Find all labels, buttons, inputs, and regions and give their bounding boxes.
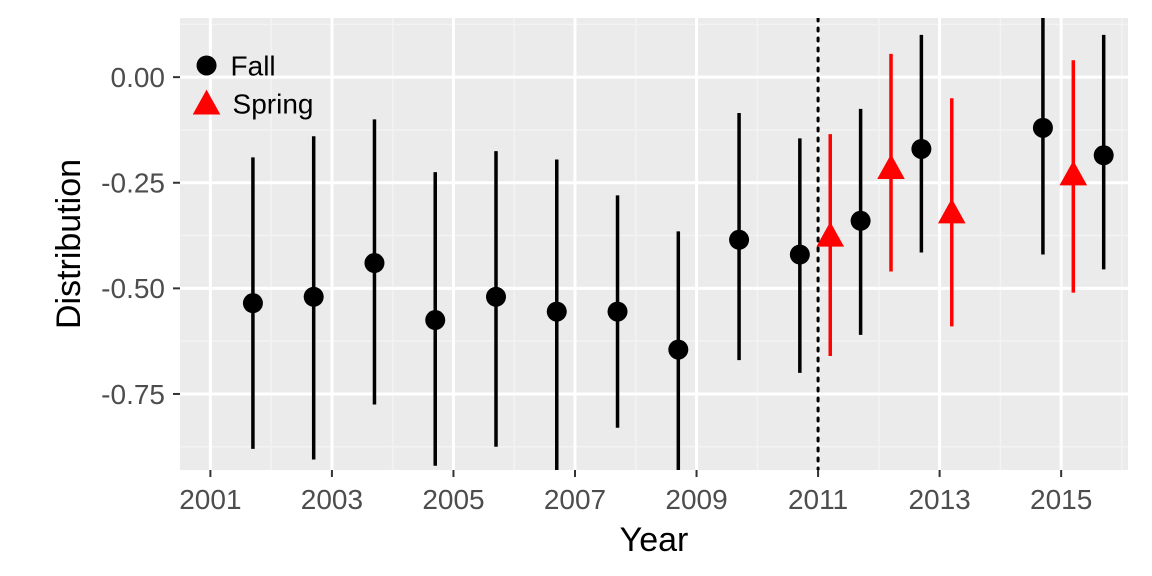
legend-label: Fall xyxy=(231,50,276,81)
x-axis-title: Year xyxy=(620,521,689,559)
x-tick-label: 2005 xyxy=(422,484,484,515)
data-point xyxy=(851,211,871,231)
data-point xyxy=(790,245,810,265)
data-point xyxy=(547,302,567,322)
legend-marker xyxy=(197,55,217,75)
plot-area xyxy=(180,18,1128,470)
chart-container: 2001 2003 2005 2007 2009 2011 2013 2015 -0.75 -0.… xyxy=(0,0,1152,576)
y-tick-label: -0.25 xyxy=(101,168,165,199)
x-tick-label: 2015 xyxy=(1030,484,1092,515)
y-tick-label: -0.75 xyxy=(101,379,165,410)
y-axis-title: Distribution xyxy=(50,159,88,329)
x-tick-label: 2001 xyxy=(179,484,241,515)
x-tick-label: 2007 xyxy=(544,484,606,515)
data-point xyxy=(486,287,506,307)
y-tick-label: -0.50 xyxy=(101,273,165,304)
distribution-chart: 2001 2003 2005 2007 2009 2011 2013 2015 -0.75 -0.… xyxy=(0,0,1152,576)
data-point xyxy=(668,340,688,360)
x-tick-label: 2011 xyxy=(788,484,848,515)
data-point xyxy=(304,287,324,307)
data-point xyxy=(729,230,749,250)
y-tick-label: 0.00 xyxy=(111,62,166,93)
data-point xyxy=(608,302,628,322)
x-tick-label: 2003 xyxy=(301,484,363,515)
data-point xyxy=(425,310,445,330)
x-tick-label: 2013 xyxy=(908,484,970,515)
data-point xyxy=(364,253,384,273)
data-point xyxy=(1033,118,1053,138)
x-tick-label: 2009 xyxy=(665,484,727,515)
legend-label: Spring xyxy=(233,88,314,119)
data-point xyxy=(1094,145,1114,165)
data-point xyxy=(243,293,263,313)
data-point xyxy=(911,139,931,159)
